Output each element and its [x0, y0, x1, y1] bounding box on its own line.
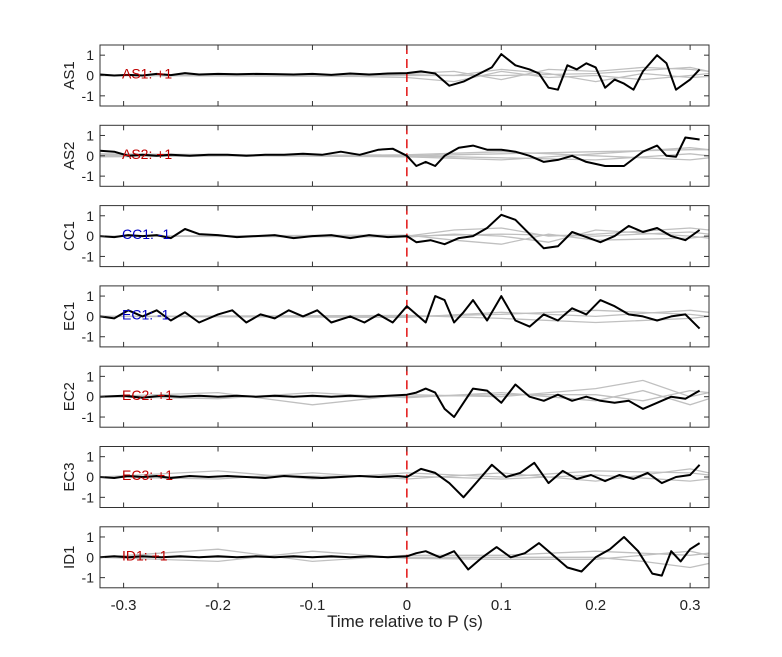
polarity-annotation: AS2: +1	[122, 146, 172, 162]
background-trace-2	[100, 153, 709, 161]
y-tick-label: -1	[82, 329, 95, 345]
station-label: EC3	[61, 462, 78, 491]
x-tick-label: 0.2	[585, 597, 606, 614]
trace-ec2	[100, 383, 701, 418]
station-label: AS1	[61, 61, 78, 89]
trace-as2	[100, 136, 700, 167]
y-tick-label: 1	[86, 208, 94, 224]
y-tick-label: 0	[86, 308, 94, 324]
trace-ec3	[100, 461, 701, 499]
x-tick-label: -0.1	[300, 597, 326, 614]
background-trace-1	[100, 227, 709, 237]
y-tick-label: 0	[86, 389, 94, 405]
polarity-annotation: CC1: -1	[122, 226, 170, 242]
background-trace-2	[100, 468, 709, 482]
x-tick-label: 0.1	[491, 597, 512, 614]
polarity-annotation: AS1: +1	[122, 66, 172, 82]
x-axis-label: Time relative to P (s)	[327, 612, 483, 631]
plot-area	[100, 205, 709, 267]
plot-area	[100, 45, 709, 106]
station-label: EC2	[61, 382, 78, 411]
background-trace-4	[100, 231, 709, 237]
plot-area	[100, 446, 709, 508]
background-trace-4	[100, 66, 709, 77]
station-label: CC1	[61, 221, 78, 251]
polarity-annotation: EC1: -1	[122, 306, 170, 322]
trace-cc1	[100, 213, 701, 250]
polarity-annotation: EC2: +1	[122, 387, 173, 403]
y-tick-label: -1	[82, 248, 95, 264]
y-tick-label: -1	[82, 88, 95, 104]
y-tick-label: -1	[82, 409, 95, 425]
x-tick-label: 0.3	[680, 597, 701, 614]
background-trace-3	[100, 556, 709, 569]
y-tick-label: 1	[86, 368, 94, 384]
plot-area	[100, 366, 709, 428]
background-trace-2	[100, 550, 709, 563]
y-tick-label: 0	[86, 228, 94, 244]
x-tick-label: -0.2	[205, 597, 231, 614]
background-trace-3	[100, 229, 709, 243]
y-tick-label: 1	[86, 529, 94, 545]
background-trace-1	[100, 379, 709, 406]
trace-ec1	[100, 295, 701, 330]
y-tick-label: 0	[86, 469, 94, 485]
y-tick-label: -1	[82, 570, 95, 586]
station-label: EC1	[61, 302, 78, 331]
plot-area	[100, 526, 709, 588]
y-tick-label: 0	[86, 148, 94, 164]
y-tick-label: -1	[82, 168, 95, 184]
trace-id1	[100, 536, 701, 577]
station-label: ID1	[61, 546, 78, 569]
y-tick-label: 1	[86, 47, 94, 63]
background-trace-1	[100, 470, 709, 480]
background-trace-4	[100, 147, 709, 161]
plot-area	[100, 125, 709, 187]
plot-area	[100, 285, 709, 347]
background-trace-2	[100, 314, 709, 324]
y-tick-label: 1	[86, 449, 94, 465]
polarity-annotation: ID1: +1	[122, 547, 168, 563]
y-tick-label: 0	[86, 68, 94, 84]
trace-as1	[100, 53, 701, 91]
y-tick-label: 1	[86, 127, 94, 143]
x-tick-label: -0.3	[111, 597, 137, 614]
y-tick-label: -1	[82, 489, 95, 505]
y-tick-label: 1	[86, 288, 94, 304]
y-tick-label: 0	[86, 549, 94, 565]
background-trace-3	[100, 309, 709, 319]
polarity-annotation: EC3: +1	[122, 467, 173, 483]
station-label: AS2	[61, 142, 78, 170]
x-tick-label: 0	[403, 597, 411, 614]
background-trace-1	[100, 309, 709, 318]
